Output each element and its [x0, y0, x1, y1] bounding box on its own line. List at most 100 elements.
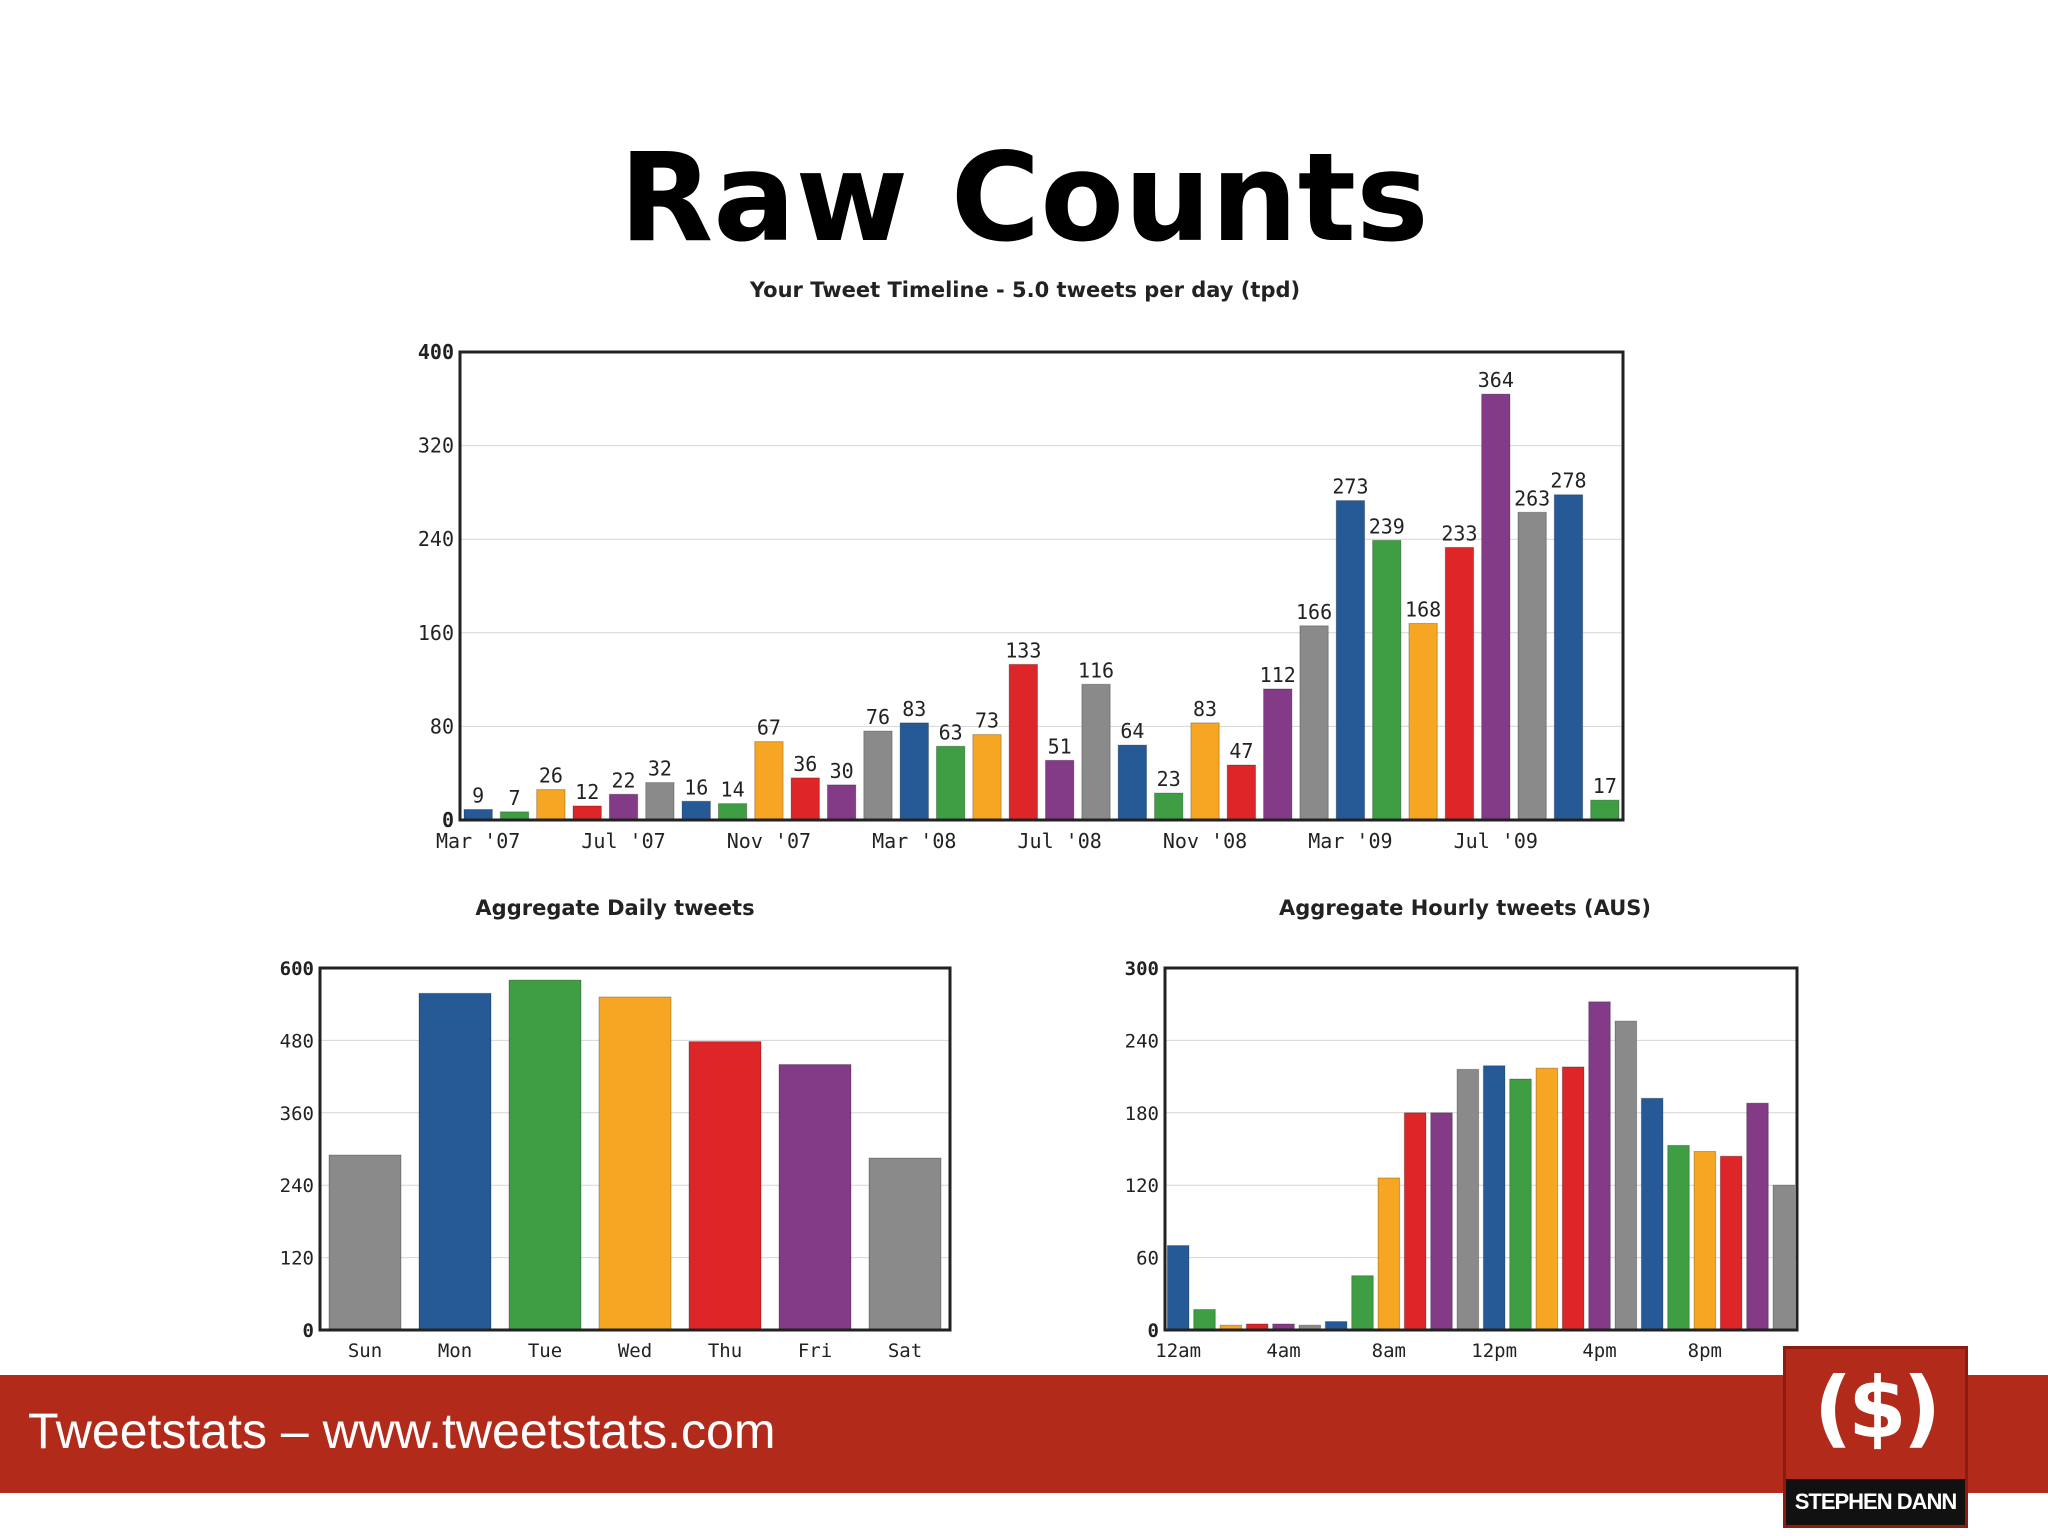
x-tick-label: Tue	[528, 1340, 562, 1362]
bar	[1588, 1001, 1611, 1331]
footer-text: Tweetstats – www.tweetstats.com	[28, 1403, 776, 1459]
x-tick-label: Jul '09	[1454, 829, 1538, 853]
data-label: 233	[1441, 521, 1477, 545]
x-tick-label: Jul '07	[581, 829, 665, 853]
bar	[1553, 494, 1584, 821]
y-tick-label: 0	[1148, 1320, 1159, 1342]
bar	[1351, 1275, 1374, 1331]
data-label: 263	[1514, 486, 1550, 510]
bar	[536, 789, 566, 821]
plot-frame	[458, 350, 1625, 822]
bar	[868, 1157, 942, 1331]
y-tick-label: 60	[1136, 1248, 1159, 1270]
bar	[754, 741, 784, 821]
data-label: 32	[648, 757, 672, 781]
bar	[463, 808, 493, 821]
data-label: 278	[1550, 469, 1586, 493]
data-label: 76	[866, 705, 890, 729]
x-tick-label: 12pm	[1471, 1340, 1517, 1362]
data-label: 47	[1229, 739, 1253, 763]
data-label: 83	[1193, 697, 1217, 721]
data-label: 112	[1260, 663, 1296, 687]
data-label: 166	[1296, 600, 1332, 624]
x-tick-label: Jul '08	[1018, 829, 1102, 853]
data-label: 23	[1157, 767, 1181, 791]
x-tick-label: 4am	[1266, 1340, 1300, 1362]
bar	[1154, 792, 1184, 821]
bar	[717, 803, 748, 821]
y-tick-label: 600	[280, 958, 314, 980]
bar	[608, 793, 639, 821]
bar	[572, 805, 602, 821]
bar	[1299, 625, 1329, 821]
data-label: 133	[1005, 638, 1041, 662]
x-tick-label: Sat	[888, 1340, 922, 1362]
bar	[1509, 1078, 1532, 1331]
data-label: 36	[793, 752, 817, 776]
bar	[1117, 744, 1148, 821]
y-tick-label: 160	[418, 621, 454, 645]
x-tick-label: Mar '09	[1308, 829, 1392, 853]
footer-bar	[0, 1375, 2048, 1493]
chart-title: Aggregate Hourly tweets (AUS)	[1279, 896, 1651, 920]
bar	[790, 777, 820, 821]
bar	[1403, 1112, 1427, 1331]
data-label: 64	[1120, 719, 1144, 743]
bar	[1614, 1020, 1638, 1331]
data-label: 116	[1078, 658, 1114, 682]
x-tick-label: Mar '08	[872, 829, 956, 853]
x-tick-label: Mar '07	[436, 829, 520, 853]
bar	[1193, 1308, 1216, 1331]
bar	[1517, 511, 1547, 821]
chart-title: Your Tweet Timeline - 5.0 tweets per day…	[749, 278, 1301, 302]
logo-text: STEPHEN DANN	[1786, 1479, 1965, 1525]
y-tick-label: 0	[442, 808, 454, 832]
x-tick-label: Mon	[438, 1340, 472, 1362]
data-label: 364	[1478, 368, 1514, 392]
bar	[1719, 1155, 1743, 1331]
x-tick-label: Nov '08	[1163, 829, 1247, 853]
plot-frame	[1163, 966, 1799, 1332]
tweet-timeline-plot: 0 80 160 240 320 400 9 7 26 12 22 32 16 14 67 36 30 76 83 6…	[418, 340, 1625, 853]
bar	[1044, 759, 1075, 821]
plot-frame	[318, 966, 952, 1332]
plot-area	[1165, 968, 1797, 1330]
y-tick-label: 320	[418, 434, 454, 458]
hourly-tweets-plot: 0 60 120 180 240 300 12am 4am 8am 12pm 4pm 8pm	[1125, 958, 1799, 1362]
x-tick-label: 12am	[1155, 1340, 1201, 1362]
data-label: 9	[472, 783, 484, 807]
bar	[899, 722, 929, 821]
bar	[1640, 1097, 1664, 1331]
bar	[1561, 1066, 1585, 1331]
y-tick-label: 0	[303, 1320, 314, 1342]
data-label: 239	[1369, 514, 1405, 538]
data-label: 63	[939, 720, 963, 744]
bar	[826, 784, 857, 821]
bar	[1335, 500, 1366, 821]
bar	[688, 1041, 762, 1331]
data-label: 51	[1048, 734, 1072, 758]
hourly-tweets-chart: Aggregate Hourly tweets (AUS) 0 60 120 180 2…	[1105, 890, 1825, 1370]
bar	[328, 1154, 402, 1331]
bar	[1263, 688, 1293, 821]
stephen-dann-logo: ($) STEPHEN DANN	[1783, 1346, 1968, 1528]
data-label: 12	[575, 780, 599, 804]
bar	[1190, 722, 1220, 821]
x-tick-label: Wed	[618, 1340, 652, 1362]
data-label: 168	[1405, 597, 1441, 621]
y-tick-label: 120	[280, 1248, 314, 1270]
x-tick-label: Nov '07	[727, 829, 811, 853]
data-label: 73	[975, 709, 999, 733]
bar	[1746, 1102, 1769, 1331]
bar	[645, 782, 675, 821]
data-label: 83	[902, 697, 926, 721]
x-tick-label: 4pm	[1582, 1340, 1616, 1362]
bar	[508, 979, 582, 1331]
bar	[1667, 1144, 1690, 1331]
logo-symbol: ($)	[1813, 1359, 1941, 1457]
tweet-timeline-chart: Your Tweet Timeline - 5.0 tweets per day…	[400, 270, 1650, 870]
bar	[1693, 1150, 1717, 1331]
bar	[1408, 622, 1438, 821]
y-tick-label: 240	[1125, 1030, 1159, 1052]
y-tick-label: 240	[280, 1175, 314, 1197]
